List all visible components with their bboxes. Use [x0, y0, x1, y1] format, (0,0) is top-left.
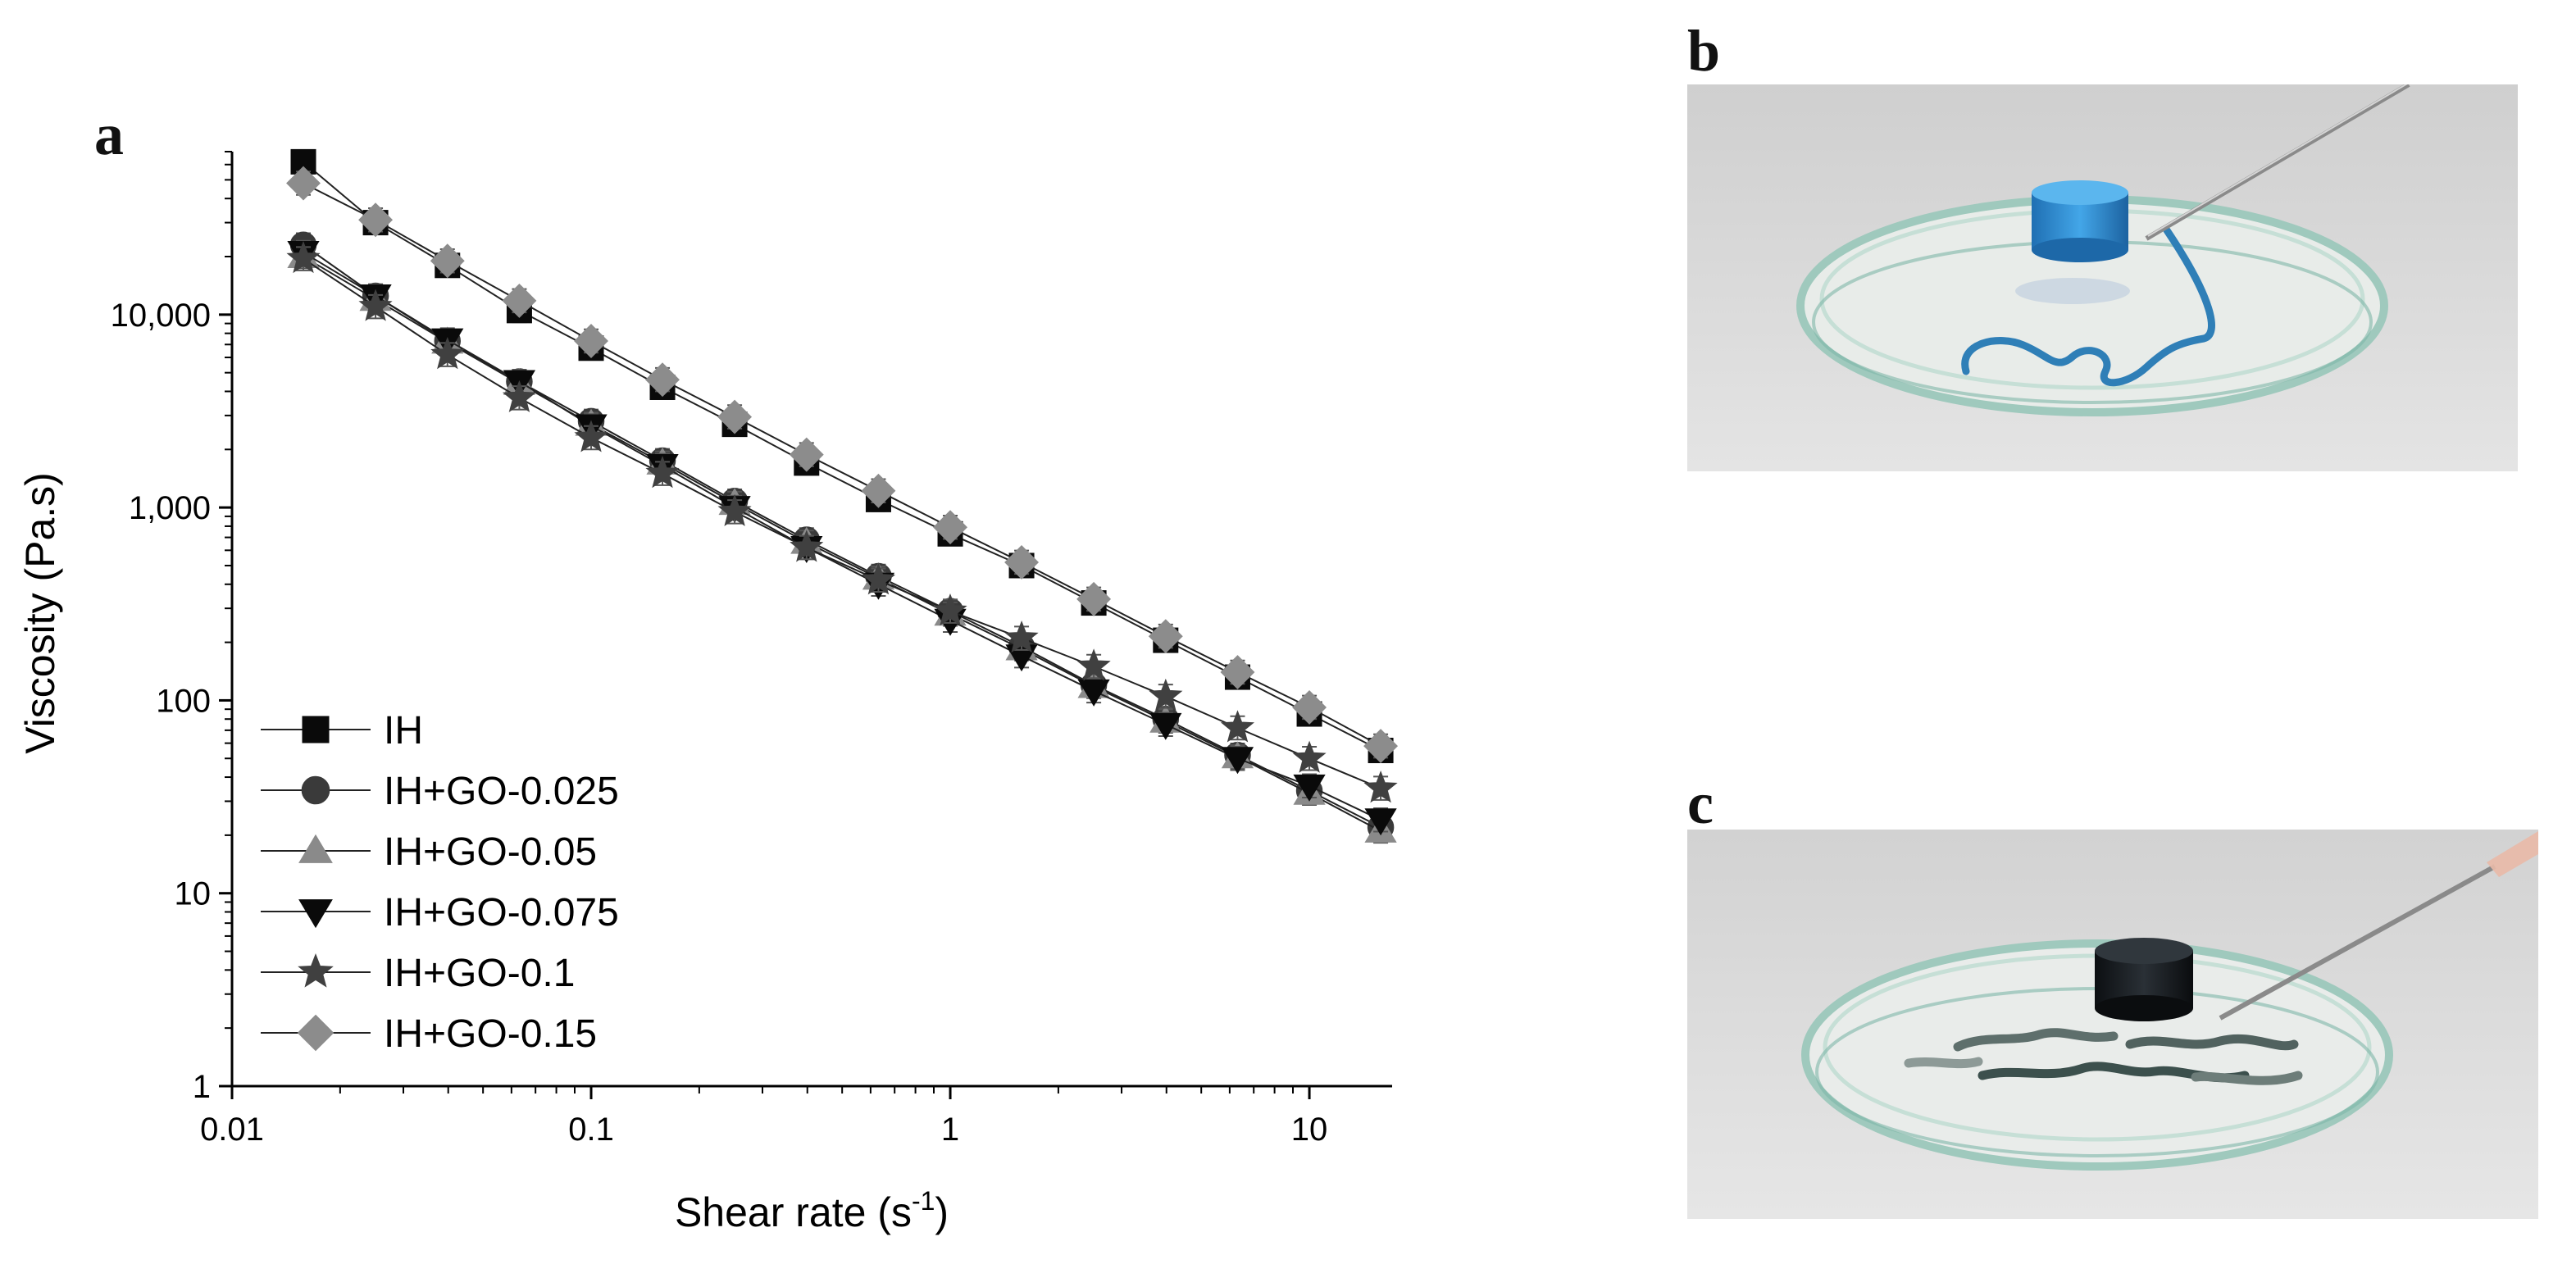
- series-line: [303, 257, 1381, 789]
- data-point: [358, 202, 394, 238]
- y-tick-label: 10: [175, 876, 212, 912]
- data-point: [1293, 774, 1326, 802]
- data-point: [1149, 678, 1183, 711]
- legend-label: IH+GO-0.15: [384, 1012, 597, 1056]
- legend-label: IH+GO-0.025: [384, 770, 619, 813]
- data-point: [574, 324, 608, 358]
- blue-filament: [1961, 226, 2215, 387]
- data-point: [1076, 648, 1111, 681]
- series-line: [303, 252, 1381, 821]
- legend-label: IH+GO-0.075: [384, 891, 619, 934]
- legend-label: IH+GO-0.1: [384, 952, 575, 995]
- data-point: [1363, 729, 1399, 764]
- syringe-needle: [2145, 84, 2410, 241]
- data-point: [933, 593, 967, 626]
- panel-label-a: a: [94, 102, 124, 167]
- legend-label: IH+GO-0.05: [384, 830, 597, 874]
- legend-item: IH+GO-0.15: [261, 1012, 597, 1056]
- dark-filaments: [1904, 1028, 2303, 1085]
- y-tick-label: 100: [156, 683, 211, 719]
- data-point: [430, 243, 465, 279]
- data-point: [1004, 544, 1040, 580]
- data-point: [717, 493, 752, 526]
- data-point: [1149, 712, 1182, 740]
- data-point: [1220, 655, 1255, 689]
- panel-label-b: b: [1687, 18, 1721, 84]
- x-tick-label: 1: [941, 1112, 959, 1148]
- x-tick-label: 0.1: [568, 1112, 614, 1148]
- series-line: [303, 182, 1381, 747]
- syringe-needle: [2219, 864, 2496, 1021]
- data-point: [286, 166, 321, 201]
- panel-label-c: c: [1687, 771, 1714, 836]
- data-point: [1292, 689, 1327, 725]
- legend-marker: [298, 834, 333, 863]
- data-point: [717, 399, 753, 434]
- legend-marker: [302, 716, 330, 743]
- legend-item: IH+GO-0.05: [261, 830, 597, 874]
- legend: IH IH+GO-0.025 IH+GO-0.05 IH+GO-0.075 IH+GO-…: [261, 709, 619, 1056]
- data-point: [358, 289, 393, 321]
- data-point: [1220, 710, 1255, 743]
- legend-label: IH: [384, 709, 423, 752]
- y-tick-label: 1: [193, 1069, 211, 1105]
- legend-item: IH: [261, 709, 423, 752]
- data-point: [1292, 740, 1327, 773]
- data-point: [933, 510, 967, 545]
- x-tick-label: 10: [1291, 1112, 1328, 1148]
- data-point: [430, 337, 465, 370]
- photo-black-hydrogel-print: [1687, 830, 2538, 1219]
- data-point: [1004, 621, 1039, 653]
- legend-item: IH+GO-0.025: [261, 770, 619, 813]
- data-point: [861, 473, 896, 508]
- series-line: [303, 256, 1381, 832]
- data-point: [1148, 619, 1183, 654]
- legend-item: IH+GO-0.075: [261, 891, 619, 934]
- data-point: [286, 241, 321, 274]
- data-point: [574, 420, 608, 452]
- data-point: [790, 530, 824, 562]
- legend-marker: [298, 953, 334, 988]
- legend-marker: [298, 899, 333, 929]
- data-point: [861, 562, 896, 595]
- data-point: [1077, 679, 1110, 707]
- data-point: [502, 380, 537, 412]
- x-tick-label: 0.01: [200, 1112, 264, 1148]
- y-tick-label: 10,000: [111, 298, 211, 334]
- y-tick-label: 1,000: [129, 490, 211, 526]
- y-axis-label: Viscosity (Pa.s): [17, 472, 63, 754]
- data-point: [1076, 581, 1112, 616]
- series-line: [303, 243, 1381, 828]
- series-line: [303, 161, 1381, 752]
- photo-blue-hydrogel-print: [1687, 84, 2518, 471]
- data-point: [1221, 747, 1254, 775]
- data-point: [1364, 808, 1397, 836]
- x-axis-label: Shear rate (s-1): [675, 1186, 949, 1235]
- legend-marker: [301, 775, 330, 805]
- data-point: [645, 456, 680, 489]
- viscosity-chart: 0.01 0.1 1 10 1 10 100 1,000 10,000 IH IH+GO-0.02…: [17, 148, 1399, 1235]
- data-point: [502, 283, 537, 318]
- series-IH+GO-0.15: [286, 166, 1399, 764]
- data-point: [1363, 771, 1398, 803]
- series-IH+GO-0.1: [286, 241, 1398, 803]
- data-point: [645, 362, 680, 398]
- legend-item: IH+GO-0.1: [261, 952, 575, 995]
- legend-marker: [297, 1014, 335, 1052]
- data-point: [789, 437, 824, 472]
